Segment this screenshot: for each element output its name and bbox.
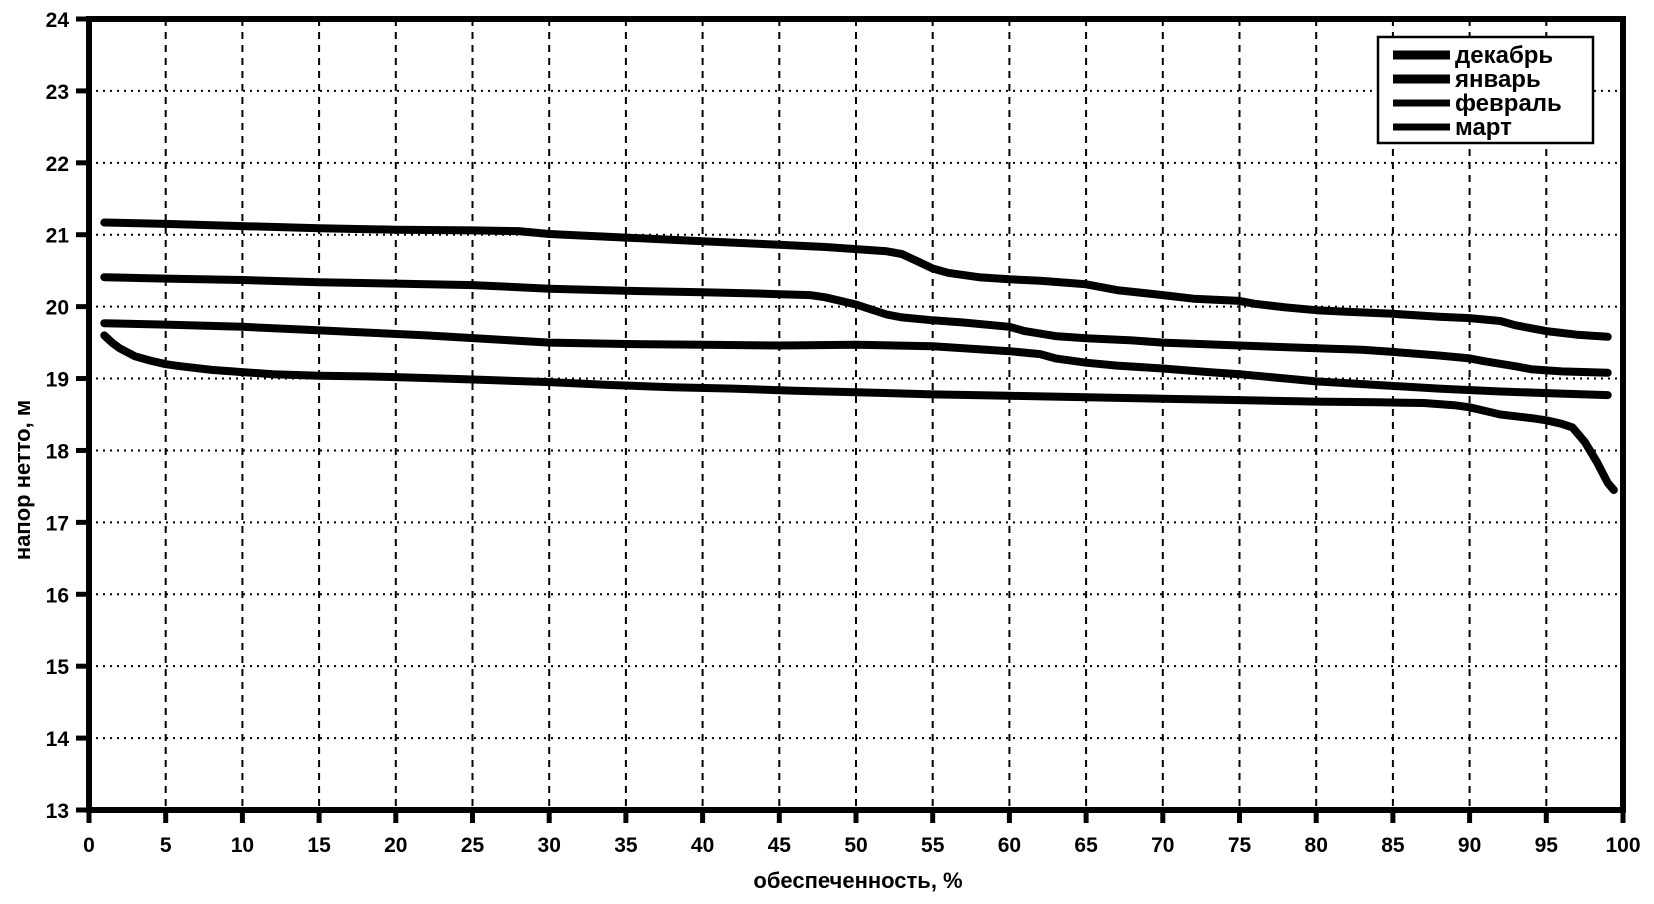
x-tick-label: 40 [691,834,714,857]
x-tick-label: 75 [1228,834,1252,857]
x-tick-label: 0 [83,834,95,857]
x-tick-label: 5 [160,834,172,857]
y-tick-label: 14 [46,728,70,751]
y-tick-label: 16 [46,584,69,607]
x-tick-label: 100 [1605,834,1640,857]
legend-label-декабрь: декабрь [1455,42,1553,69]
y-tick-label: 24 [46,9,70,32]
grid-layer [89,19,1623,810]
x-tick-label: 65 [1074,834,1098,857]
plot-border [86,16,1626,813]
x-tick-label: 50 [844,834,867,857]
legend-label-февраль: февраль [1455,90,1562,117]
x-tick-label: 60 [998,834,1021,857]
axis-layer [76,16,1626,823]
y-tick-label: 18 [46,440,70,463]
legend-label-март: март [1455,114,1512,141]
x-tick-label: 70 [1151,834,1174,857]
y-tick-label: 22 [46,153,69,176]
x-tick-label: 90 [1458,834,1481,857]
x-tick-label: 95 [1535,834,1559,857]
x-tick-label: 55 [921,834,945,857]
y-tick-label: 19 [46,369,69,392]
x-tick-label: 80 [1305,834,1328,857]
legend-label-январь: январь [1454,66,1541,93]
curve-март [100,331,1618,494]
y-axis-title: напор нетто, м [10,400,35,560]
x-tick-label: 35 [614,834,638,857]
x-tick-label: 10 [231,834,254,857]
x-tick-label: 15 [307,834,331,857]
y-tick-label: 15 [46,656,70,679]
curve-февраль [100,319,1612,400]
curve-январь [100,273,1612,377]
y-tick-label: 13 [46,800,69,823]
x-axis-title: обеспеченность, % [753,868,962,893]
y-tick-label: 17 [46,512,69,535]
x-tick-label: 45 [768,834,792,857]
y-tick-label: 23 [46,81,69,104]
curve-декабрь [100,218,1612,341]
y-tick-label: 20 [46,297,69,320]
tick-label-layer: 0 5 10 15 20 25 30 35 40 45 50 55 60 65 70 75 80 85 90 95 10… [46,9,1641,857]
x-tick-label: 30 [538,834,561,857]
x-tick-label: 85 [1381,834,1405,857]
curve-layer [100,218,1618,494]
x-tick-label: 20 [384,834,407,857]
y-tick-label: 21 [46,225,70,248]
x-tick-label: 25 [461,834,485,857]
